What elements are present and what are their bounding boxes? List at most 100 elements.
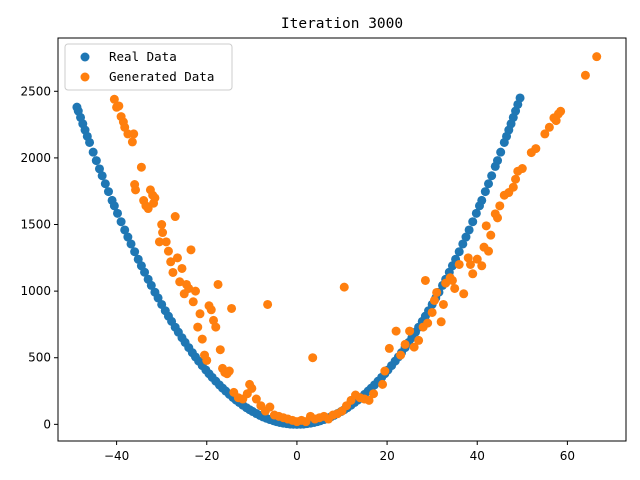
data-point <box>464 225 474 235</box>
data-point <box>438 299 448 309</box>
data-point <box>247 383 257 393</box>
data-point <box>91 156 101 166</box>
data-point <box>486 230 496 240</box>
data-point <box>308 353 318 363</box>
data-point <box>184 283 194 293</box>
data-point <box>206 305 216 315</box>
chart-title: Iteration 3000 <box>281 16 403 32</box>
data-point <box>263 299 273 309</box>
data-point <box>339 282 349 292</box>
x-tick-label: −20 <box>194 449 219 463</box>
data-point <box>227 303 237 313</box>
data-point <box>580 70 590 80</box>
data-point <box>592 52 602 62</box>
x-tick-label: 40 <box>470 449 485 463</box>
data-point <box>493 156 503 166</box>
data-point <box>109 201 119 211</box>
data-point <box>113 208 122 218</box>
data-point <box>409 342 419 352</box>
data-point <box>129 129 139 139</box>
data-point <box>123 232 133 242</box>
data-point <box>172 253 182 263</box>
data-point <box>556 106 566 116</box>
y-tick-label: 500 <box>28 351 51 365</box>
y-axis-ticks: 0 500 1000 1500 2000 2500 <box>20 84 58 431</box>
data-point <box>109 94 119 104</box>
data-point <box>454 259 464 269</box>
legend-marker-real-data <box>80 52 90 62</box>
data-point <box>432 287 442 297</box>
y-tick-label: 0 <box>43 417 51 431</box>
data-point <box>429 295 439 305</box>
data-point <box>166 257 176 267</box>
data-point <box>100 179 110 189</box>
data-point <box>85 137 95 147</box>
data-point <box>146 280 156 290</box>
legend-label-generated-data: Generated Data <box>109 69 214 84</box>
data-point <box>168 267 178 277</box>
data-point <box>378 379 388 389</box>
data-point <box>149 198 159 208</box>
data-point <box>193 322 203 332</box>
data-point <box>459 289 469 299</box>
data-point <box>400 339 410 349</box>
data-point <box>420 275 430 285</box>
data-point <box>414 335 424 345</box>
data-point <box>213 279 223 289</box>
data-point <box>484 179 494 189</box>
data-point <box>369 389 379 399</box>
data-point <box>495 201 505 211</box>
data-point <box>140 267 150 277</box>
data-point <box>436 317 446 327</box>
points-layer <box>72 52 602 429</box>
data-point <box>461 232 471 242</box>
data-point <box>427 307 437 317</box>
data-point <box>450 283 460 293</box>
data-point <box>127 137 137 147</box>
data-point <box>481 221 491 231</box>
data-point <box>405 326 415 336</box>
data-point <box>515 93 525 103</box>
data-point <box>265 402 275 412</box>
data-point <box>126 239 136 249</box>
data-point <box>391 326 401 336</box>
data-point <box>154 237 164 247</box>
data-point <box>157 220 167 230</box>
data-point <box>511 174 521 184</box>
data-point <box>477 261 487 271</box>
x-tick-label: −40 <box>104 449 129 463</box>
data-point <box>158 228 168 238</box>
data-point <box>94 164 104 174</box>
x-tick-label: 60 <box>560 449 575 463</box>
data-point <box>161 237 171 247</box>
legend-box <box>64 43 233 91</box>
data-point <box>468 217 478 227</box>
data-point <box>423 318 433 328</box>
data-point <box>215 345 225 355</box>
data-point <box>493 213 503 223</box>
data-point <box>454 247 464 257</box>
data-point <box>477 195 487 205</box>
data-point <box>380 366 390 376</box>
data-point <box>114 101 124 111</box>
data-point <box>508 182 518 192</box>
data-point <box>364 395 374 405</box>
legend-marker-generated-data <box>80 72 90 82</box>
data-point <box>517 164 527 174</box>
data-point <box>163 246 173 256</box>
x-tick-label: 0 <box>293 449 301 463</box>
data-point <box>224 366 234 376</box>
data-point <box>544 122 554 132</box>
y-tick-label: 2000 <box>20 151 51 165</box>
data-point <box>190 286 200 296</box>
data-point <box>131 185 141 195</box>
data-point <box>120 225 130 235</box>
data-point <box>531 144 541 154</box>
data-point <box>468 269 478 279</box>
y-tick-label: 1000 <box>20 284 51 298</box>
legend-label-real-data: Real Data <box>109 49 177 64</box>
data-point <box>487 171 497 181</box>
data-point <box>465 259 475 269</box>
data-point <box>471 208 481 218</box>
